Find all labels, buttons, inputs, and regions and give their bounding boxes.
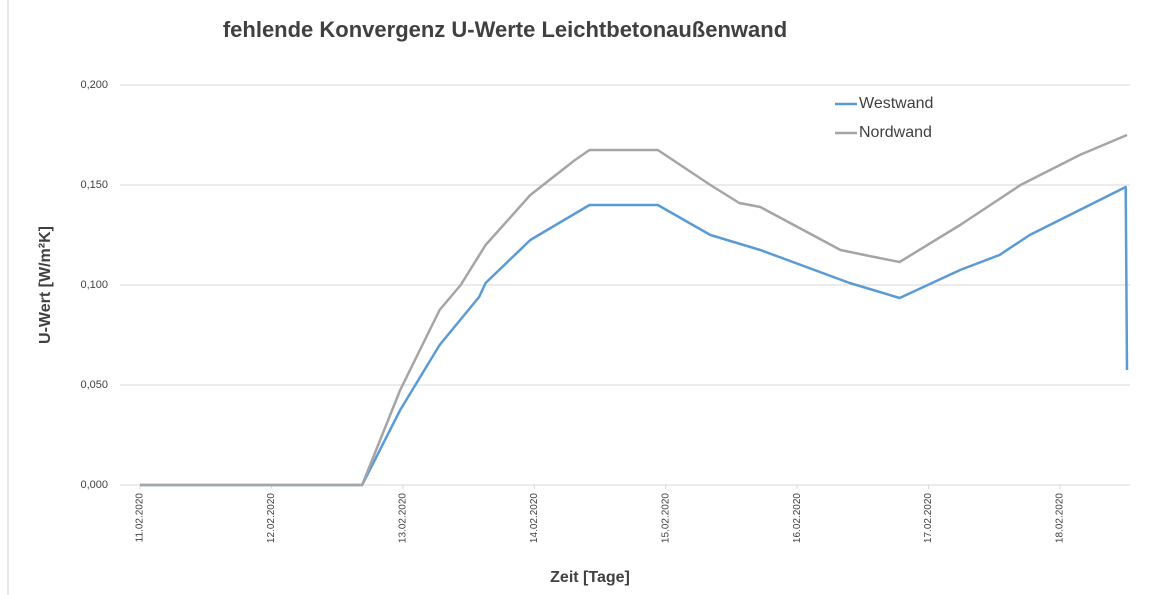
x-tick-label: 14.02.2020: [529, 493, 540, 543]
x-tick-label: 12.02.2020: [266, 493, 277, 543]
y-tick-label: 0,150: [80, 179, 108, 191]
x-tick-label: 17.02.2020: [923, 493, 934, 543]
series-line: [140, 185, 1129, 487]
chart-title: fehlende Konvergenz U-Werte Leichtbetona…: [223, 17, 787, 42]
legend-label: Westwand: [859, 95, 933, 112]
x-tick-label: 11.02.2020: [135, 493, 146, 543]
y-tick-label: 0,000: [80, 479, 108, 491]
y-tick-label: 0,100: [80, 279, 108, 291]
x-tick-label: 13.02.2020: [397, 493, 408, 543]
y-tick-label: 0,200: [80, 79, 108, 91]
x-axis-label: Zeit [Tage]: [550, 569, 630, 586]
x-tick-label: 15.02.2020: [660, 493, 671, 543]
y-tick-label: 0,050: [80, 379, 108, 391]
series-line: [140, 133, 1128, 487]
x-tick-label: 16.02.2020: [792, 493, 803, 543]
legend-label: Nordwand: [859, 124, 932, 141]
y-axis-label: U-Wert [W/m²K]: [37, 226, 54, 344]
x-tick-label: 18.02.2020: [1055, 493, 1066, 543]
